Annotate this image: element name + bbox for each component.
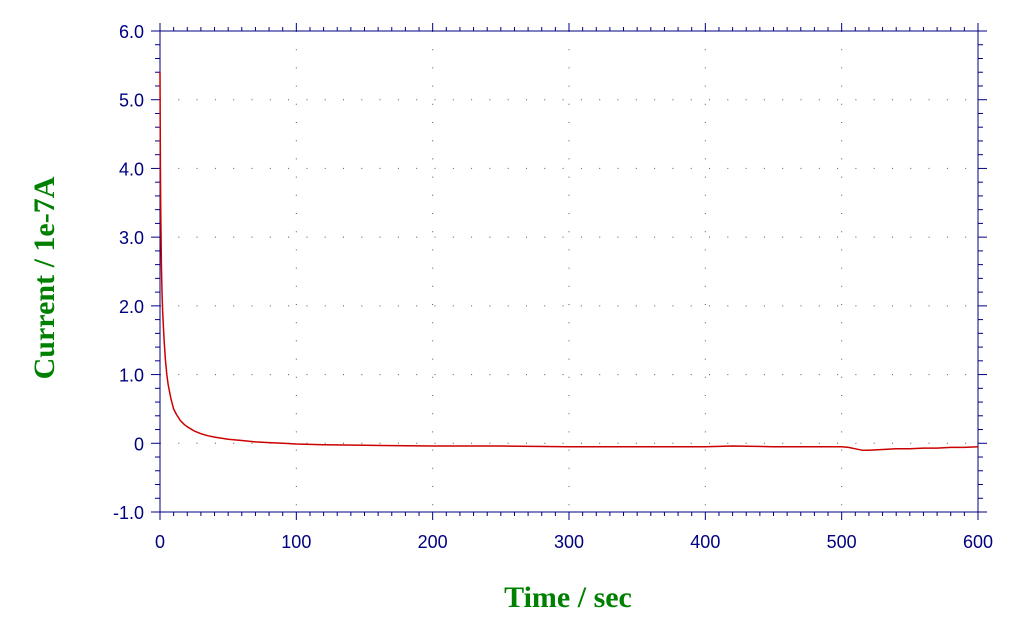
y-tick-label: 3.0 (119, 228, 144, 248)
grid (160, 31, 978, 512)
plot-frame (159, 30, 979, 513)
y-tick-label: -1.0 (113, 503, 144, 523)
y-tick-label: 0 (134, 434, 144, 454)
x-tick-label: 0 (155, 532, 165, 552)
x-tick-label: 100 (281, 532, 311, 552)
x-tick-label: 600 (963, 532, 993, 552)
axis-ticks (151, 23, 987, 520)
y-tick-label: 4.0 (119, 159, 144, 179)
series-line (159, 72, 979, 451)
y-tick-label: 1.0 (119, 366, 144, 386)
x-tick-label: 400 (690, 532, 720, 552)
tick-labels: 0 100 200 300 400 500 600 -1.0 0 1.0 2.0 3.0 4.0 5.0 6… (113, 22, 993, 552)
series-layer (159, 72, 979, 451)
y-tick-label: 5.0 (119, 91, 144, 111)
x-tick-label: 300 (554, 532, 584, 552)
x-tick-label: 500 (827, 532, 857, 552)
y-tick-label: 2.0 (119, 297, 144, 317)
y-axis-title: Current / 1e-7A (28, 176, 61, 379)
x-axis-title: Time / sec (504, 581, 632, 614)
x-tick-label: 200 (418, 532, 448, 552)
y-tick-label: 6.0 (119, 22, 144, 42)
